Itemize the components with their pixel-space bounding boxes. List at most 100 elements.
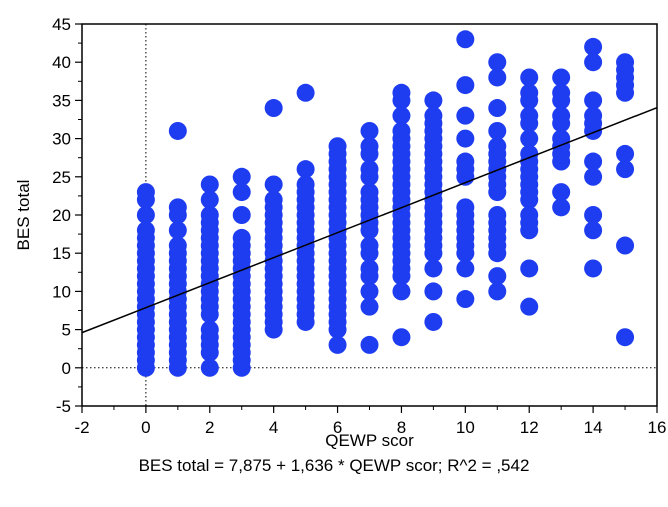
data-point bbox=[424, 259, 443, 278]
regression-line-group bbox=[81, 106, 658, 334]
y-tick-label: 40 bbox=[52, 53, 71, 72]
data-point bbox=[616, 236, 635, 255]
y-tick-label: 30 bbox=[52, 130, 71, 149]
data-point bbox=[456, 152, 475, 171]
regression-equation: BES total = 7,875 + 1,636 * QEWP scor; R… bbox=[138, 456, 530, 475]
data-point bbox=[488, 282, 507, 301]
data-point bbox=[296, 160, 315, 179]
data-point bbox=[456, 290, 475, 309]
data-point bbox=[520, 206, 539, 224]
data-point bbox=[360, 183, 379, 202]
x-tick-label: 2 bbox=[205, 418, 214, 437]
data-point bbox=[424, 282, 443, 301]
data-point bbox=[200, 206, 219, 224]
data-point bbox=[552, 183, 571, 202]
data-point bbox=[392, 121, 411, 140]
y-tick-label: 0 bbox=[62, 359, 71, 378]
data-point bbox=[136, 183, 155, 202]
data-point bbox=[456, 76, 475, 95]
data-point bbox=[488, 121, 507, 140]
data-point bbox=[488, 99, 507, 118]
data-point bbox=[168, 221, 187, 240]
data-point bbox=[456, 129, 475, 148]
data-point bbox=[584, 206, 603, 224]
data-point bbox=[584, 91, 603, 110]
data-point bbox=[456, 30, 475, 49]
data-point bbox=[616, 144, 635, 163]
data-point bbox=[328, 137, 347, 156]
data-point bbox=[360, 160, 379, 179]
data-point bbox=[360, 335, 379, 354]
data-point bbox=[264, 175, 283, 194]
data-point bbox=[616, 160, 635, 179]
x-tick-label: 14 bbox=[584, 418, 603, 437]
data-point bbox=[136, 206, 155, 224]
data-point bbox=[520, 83, 539, 102]
data-point bbox=[392, 83, 411, 102]
data-point bbox=[520, 68, 539, 87]
data-point bbox=[584, 152, 603, 171]
y-axis-title: BES total bbox=[14, 180, 33, 251]
data-point bbox=[584, 53, 603, 72]
data-point bbox=[520, 129, 539, 148]
data-point bbox=[616, 328, 635, 347]
data-point bbox=[200, 358, 219, 377]
x-tick-label: 16 bbox=[648, 418, 667, 437]
data-point bbox=[232, 167, 251, 186]
data-point bbox=[488, 53, 507, 72]
data-point bbox=[424, 106, 443, 125]
y-axis-ticks: -5 0 5 10 15 20 25 30 35 40 45 bbox=[52, 15, 82, 416]
y-tick-label: 15 bbox=[52, 244, 71, 263]
data-point bbox=[328, 335, 347, 354]
data-point bbox=[168, 236, 187, 255]
y-tick-label: 20 bbox=[52, 206, 71, 225]
data-point bbox=[392, 106, 411, 125]
data-point bbox=[136, 221, 155, 240]
regression-line bbox=[81, 106, 658, 334]
x-tick-label: 6 bbox=[333, 418, 342, 437]
data-point bbox=[520, 144, 539, 163]
data-point bbox=[552, 198, 571, 217]
data-point bbox=[232, 228, 251, 247]
data-point bbox=[520, 259, 539, 278]
data-point bbox=[584, 221, 603, 240]
data-point bbox=[360, 121, 379, 140]
data-point bbox=[552, 83, 571, 102]
data-point bbox=[616, 53, 635, 72]
x-tick-label: 8 bbox=[397, 418, 406, 437]
data-point bbox=[200, 320, 219, 339]
y-tick-label: -5 bbox=[56, 397, 71, 416]
data-point bbox=[296, 83, 315, 102]
data-point bbox=[488, 267, 507, 286]
data-points bbox=[136, 30, 635, 377]
data-point bbox=[584, 106, 603, 125]
x-tick-label: 10 bbox=[456, 418, 475, 437]
data-point bbox=[392, 282, 411, 301]
data-point bbox=[456, 259, 475, 278]
data-point bbox=[360, 259, 379, 278]
data-point bbox=[552, 106, 571, 125]
y-tick-label: 45 bbox=[52, 15, 71, 34]
y-tick-label: 5 bbox=[62, 321, 71, 340]
x-tick-label: 4 bbox=[269, 418, 278, 437]
data-point bbox=[232, 183, 251, 202]
data-point bbox=[360, 236, 379, 255]
data-point bbox=[584, 37, 603, 56]
x-axis-title: QEWP scor bbox=[325, 431, 414, 450]
data-point bbox=[424, 91, 443, 110]
data-point bbox=[488, 206, 507, 224]
data-point bbox=[584, 167, 603, 186]
y-tick-label: 35 bbox=[52, 91, 71, 110]
data-point bbox=[392, 328, 411, 347]
data-point bbox=[296, 175, 315, 194]
data-point bbox=[168, 121, 187, 140]
x-axis-ticks: -2 0 2 4 6 8 10 12 14 16 bbox=[74, 406, 666, 437]
x-tick-label: 12 bbox=[520, 418, 539, 437]
data-point bbox=[552, 68, 571, 87]
data-point bbox=[264, 190, 283, 209]
data-point bbox=[360, 137, 379, 156]
x-tick-label: 0 bbox=[141, 418, 150, 437]
data-point bbox=[456, 106, 475, 125]
data-point bbox=[456, 198, 475, 217]
